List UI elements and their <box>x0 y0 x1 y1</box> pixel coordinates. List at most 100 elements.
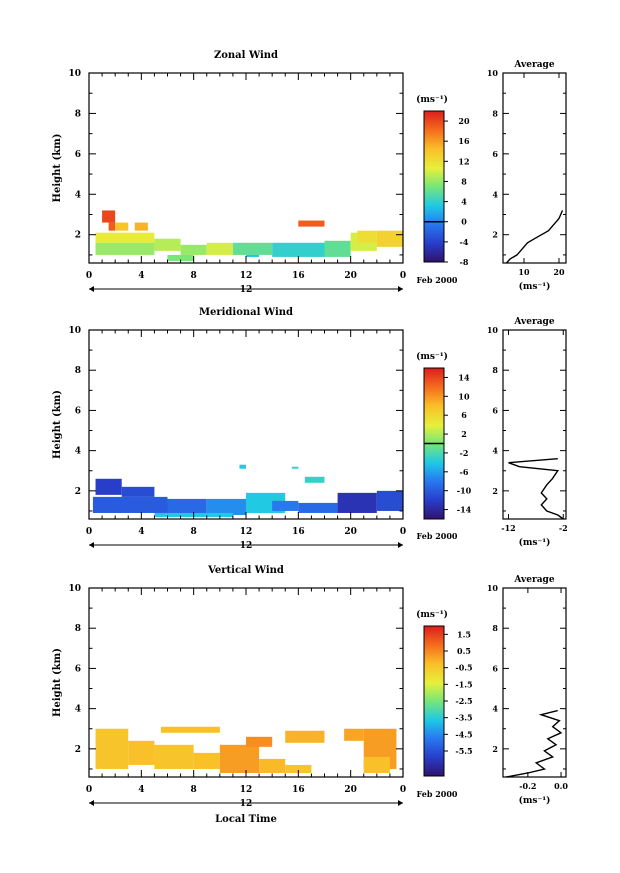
x-tick-label: 20 <box>344 527 357 537</box>
average-frame <box>502 587 567 778</box>
colorbar-tick-label: 8 <box>461 176 467 186</box>
panel-title: Meridional Wind <box>199 307 293 318</box>
average-x-tick-label: -12 <box>501 523 515 533</box>
average-y-tick-label: 4 <box>492 189 498 199</box>
average-x-tick-label: -2 <box>559 523 568 533</box>
y-tick-label: 8 <box>75 366 81 376</box>
average-profile-line <box>506 709 563 778</box>
date-label: Feb 2000 <box>417 789 458 799</box>
average-y-tick-label: 10 <box>487 68 499 78</box>
colorbar-tick-label: 0 <box>461 217 467 227</box>
average-x-tick-label: 20 <box>553 267 565 277</box>
heatmap-cell <box>92 496 168 513</box>
average-unit: (ms⁻¹) <box>519 537 551 548</box>
heatmap-cell <box>285 764 312 773</box>
heatmap-cell <box>363 756 390 773</box>
x-tick-label: 16 <box>292 527 305 537</box>
x-tick-label: 0 <box>400 527 406 537</box>
x-tick-label: 8 <box>191 271 197 281</box>
average-frame <box>502 72 567 264</box>
average-y-tick-label: 10 <box>487 583 499 593</box>
heatmap-cell <box>304 476 325 483</box>
heatmap-cell <box>239 464 246 469</box>
average-y-tick-label: 2 <box>492 230 498 240</box>
heatmap-cell <box>95 728 129 769</box>
colorbar-tick-label: 12 <box>458 156 469 166</box>
colorbar-tick-label: -2 <box>460 448 469 458</box>
heatmap-cell <box>167 254 194 261</box>
heatmap-cell <box>357 230 377 243</box>
colorbar-tick-label: 1.5 <box>457 629 471 639</box>
heatmap-cell <box>285 730 325 743</box>
heatmap-cell <box>206 498 246 515</box>
heatmap-cell <box>134 222 148 231</box>
colorbar <box>423 110 445 263</box>
average-unit: (ms⁻¹) <box>519 281 551 292</box>
colorbar-unit: (ms⁻¹) <box>416 609 448 620</box>
heatmap-cell <box>95 478 122 495</box>
average-y-tick-label: 6 <box>492 663 498 673</box>
x-tick-label: 0 <box>400 785 406 795</box>
day-label: 12 <box>240 799 253 809</box>
date-label: Feb 2000 <box>417 531 458 541</box>
heatmap-cell <box>167 498 207 515</box>
y-tick-label: 4 <box>75 190 81 200</box>
day-label: 12 <box>240 285 253 295</box>
average-y-tick-label: 8 <box>492 365 498 375</box>
heatmap-cell <box>246 736 273 747</box>
x-tick-label: 16 <box>292 785 305 795</box>
heatmap-cells <box>95 210 403 261</box>
average-x-tick-label: -0.2 <box>519 781 536 791</box>
average-y-tick-label: 8 <box>492 108 498 118</box>
average-x-tick-label: 0.0 <box>554 781 568 791</box>
heatmap-cell <box>376 490 403 511</box>
y-tick-label: 6 <box>75 406 81 416</box>
y-tick-label: 10 <box>68 584 81 594</box>
colorbar-tick-label: -10 <box>457 486 472 496</box>
y-tick-label: 2 <box>75 487 81 497</box>
heatmap-cell <box>259 758 286 773</box>
day-label: 12 <box>240 541 253 551</box>
x-tick-label: 20 <box>344 271 357 281</box>
heatmap-cell <box>219 744 260 773</box>
heatmap-cell <box>160 726 220 733</box>
average-y-tick-label: 6 <box>492 149 498 159</box>
x-tick-label: 8 <box>191 785 197 795</box>
colorbar-tick-label: 10 <box>458 391 470 401</box>
y-tick-label: 4 <box>75 447 81 457</box>
x-tick-label: 0 <box>86 271 92 281</box>
x-tick-label: 4 <box>138 271 144 281</box>
average-y-tick-label: 8 <box>492 623 498 633</box>
colorbar-tick-label: 16 <box>458 136 470 146</box>
heatmap-cell <box>272 242 325 257</box>
average-y-tick-label: 10 <box>487 325 499 335</box>
x-axis-label: Local Time <box>215 814 277 825</box>
colorbar-tick-label: -4 <box>460 237 469 247</box>
heatmap-cell <box>272 500 299 511</box>
y-tick-label: 2 <box>75 231 81 241</box>
heatmap-cell <box>102 210 116 223</box>
heatmap-cell <box>298 220 325 227</box>
colorbar-tick-label: 14 <box>458 372 470 382</box>
y-tick-label: 6 <box>75 664 81 674</box>
heatmap-cell <box>180 244 207 255</box>
day-bar-right-arrow <box>398 542 403 548</box>
colorbar-unit: (ms⁻¹) <box>416 94 448 105</box>
heatmap-cell <box>121 486 155 497</box>
colorbar-tick-label: -2.5 <box>455 696 472 706</box>
y-axis-label: Height (km) <box>52 390 63 459</box>
average-x-tick-label: 10 <box>518 267 530 277</box>
day-bar-right-arrow <box>398 800 403 806</box>
heatmap-cell <box>246 254 260 257</box>
heatmap-cell <box>95 242 155 255</box>
colorbar-tick-label: -5.5 <box>455 746 472 756</box>
average-y-tick-label: 2 <box>492 744 498 754</box>
x-tick-label: 16 <box>292 271 305 281</box>
colorbar-tick-label: -4.5 <box>455 729 472 739</box>
y-axis-label: Height (km) <box>52 134 63 203</box>
heatmap-cell <box>154 744 194 769</box>
y-tick-label: 4 <box>75 705 81 715</box>
heatmap-cell <box>108 222 116 231</box>
date-label: Feb 2000 <box>417 275 458 285</box>
